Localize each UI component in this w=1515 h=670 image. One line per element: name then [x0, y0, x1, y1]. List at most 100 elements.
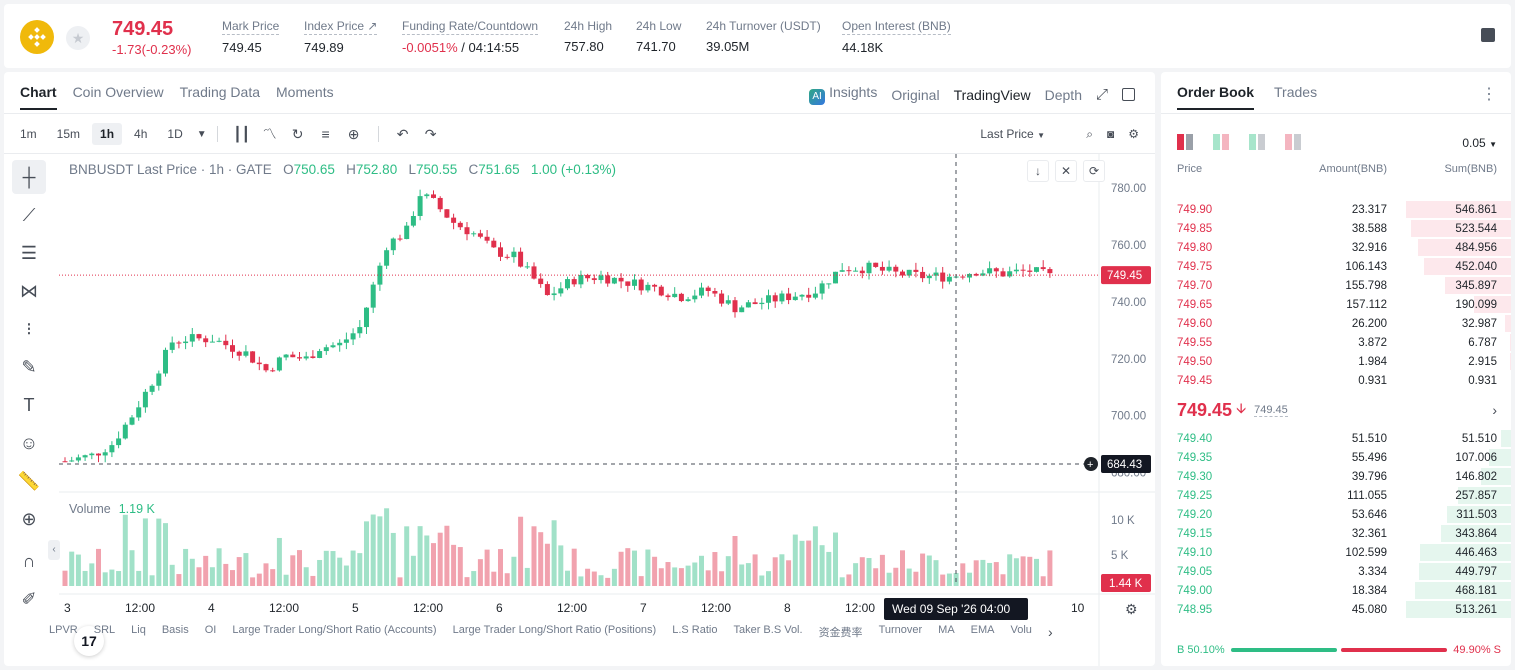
mid-price-row[interactable]: 749.45 🡫 749.45 › [1177, 398, 1497, 422]
tab-tradingview[interactable]: TradingView [953, 86, 1031, 103]
indicator-item[interactable]: OI [204, 624, 217, 636]
timeframe-1h[interactable]: 1h [92, 123, 123, 145]
brush-tool-icon[interactable]: ✎ [21, 356, 37, 377]
price-cell: 748.95 [1177, 603, 1213, 616]
volume-bar [913, 571, 919, 586]
timeframe-1m[interactable]: 1m [20, 127, 37, 141]
pattern-tool-icon[interactable]: ⋈ [20, 280, 38, 301]
oi-label[interactable]: Open Interest (BNB) [842, 19, 951, 35]
add-indicator-icon[interactable]: ⊕ [347, 125, 360, 142]
indicators-icon[interactable]: 〽 [262, 126, 277, 142]
scroll-down-icon[interactable]: ↓ [1027, 160, 1049, 182]
tab-original[interactable]: Original [891, 86, 940, 103]
window-icon[interactable] [1122, 88, 1135, 101]
tab-order-book[interactable]: Order Book [1177, 84, 1255, 110]
zoom-tool-icon[interactable]: ⊕ [21, 508, 37, 529]
search-icon[interactable]: ⌕ [1086, 126, 1093, 141]
collapse-icon[interactable]: ✕ [1055, 160, 1077, 182]
text-tool-icon[interactable]: T [23, 394, 35, 415]
mode-asks-icon[interactable] [1285, 134, 1301, 150]
tick-size-select[interactable]: 0.05 ▼ [1462, 136, 1497, 150]
tab-chart[interactable]: Chart [20, 84, 57, 110]
funding-label[interactable]: Funding Rate/Countdown [402, 19, 539, 35]
indicator-item[interactable]: Large Trader Long/Short Ratio (Positions… [452, 624, 657, 636]
pencil-lock-icon[interactable]: ✐ [21, 588, 37, 609]
timeframe-dropdown-icon[interactable]: ▼ [196, 128, 207, 140]
tab-moments[interactable]: Moments [276, 84, 334, 100]
book-icon[interactable] [1481, 28, 1495, 42]
tab-trades[interactable]: Trades [1274, 84, 1318, 100]
mark-price-label[interactable]: Mark Price [222, 19, 280, 35]
expand-icon[interactable]: ⤢ [1095, 86, 1108, 103]
price-source-select[interactable]: Last Price ▼ [980, 127, 1045, 141]
timeframe-4h[interactable]: 4h [134, 127, 148, 141]
ask-row[interactable]: 749.70 155.798 345.897 [1161, 276, 1511, 295]
prediction-tool-icon[interactable]: ⁝ [26, 318, 32, 339]
mode-bids-icon[interactable] [1249, 134, 1265, 150]
bid-row[interactable]: 749.20 53.646 311.503 [1161, 505, 1511, 524]
indicator-item[interactable]: Liq [131, 624, 146, 636]
bid-row[interactable]: 749.35 55.496 107.006 [1161, 448, 1511, 467]
ask-row[interactable]: 749.80 32.916 484.956 [1161, 238, 1511, 257]
undo-icon[interactable]: ↶ [396, 125, 409, 142]
indicator-item[interactable]: Turnover [878, 624, 923, 636]
bid-row[interactable]: 749.40 51.510 51.510 [1161, 429, 1511, 448]
emoji-tool-icon[interactable]: ☺ [19, 432, 39, 453]
magnet-tool-icon[interactable]: ∩ [22, 550, 36, 571]
favorite-star-icon[interactable]: ★ [66, 26, 90, 50]
indicator-item[interactable]: L.S Ratio [672, 624, 718, 636]
bid-row[interactable]: 749.15 32.361 343.864 [1161, 524, 1511, 543]
index-price-label[interactable]: Index Price ↗ [304, 19, 378, 35]
camera-icon[interactable]: ◙ [1106, 126, 1115, 141]
ask-row[interactable]: 749.45 0.931 0.931 [1161, 371, 1511, 390]
ask-row[interactable]: 749.65 157.112 190.099 [1161, 295, 1511, 314]
indicator-item[interactable]: Large Trader Long/Short Ratio (Accounts) [232, 624, 437, 636]
replay-icon[interactable]: ↻ [291, 125, 304, 142]
bid-row[interactable]: 749.25 111.055 257.857 [1161, 486, 1511, 505]
ask-row[interactable]: 749.50 1.984 2.915 [1161, 352, 1511, 371]
redo-icon[interactable]: ↷ [424, 125, 437, 142]
fib-tool-icon[interactable]: ☰ [20, 242, 38, 263]
bid-row[interactable]: 748.95 45.080 513.261 [1161, 600, 1511, 619]
tab-insights[interactable]: AI Insights [809, 84, 877, 105]
candle-type-icon[interactable]: ┃┃ [233, 125, 251, 142]
trendline-tool-icon[interactable]: ⟋ [22, 204, 36, 225]
bid-row[interactable]: 749.05 3.334 449.797 [1161, 562, 1511, 581]
volume-bar [410, 555, 416, 586]
indicator-item[interactable]: 资金费率 [818, 627, 863, 639]
tradingview-logo[interactable]: 17 [74, 626, 104, 656]
bid-row[interactable]: 749.10 102.599 446.463 [1161, 543, 1511, 562]
indicator-item[interactable]: EMA [970, 624, 995, 636]
ask-row[interactable]: 749.85 38.588 523.544 [1161, 219, 1511, 238]
more-options-icon[interactable]: ⋮ [1481, 86, 1497, 103]
refresh-icon[interactable]: ⟳ [1083, 160, 1105, 182]
ask-row[interactable]: 749.60 26.200 32.987 [1161, 314, 1511, 333]
tab-coin-overview[interactable]: Coin Overview [72, 84, 164, 100]
timeframe-15m[interactable]: 15m [56, 127, 81, 141]
ask-row[interactable]: 749.90 23.317 546.861 [1161, 200, 1511, 219]
candlestick-chart[interactable]: 780.00 760.00 740.00 720.00 700.00 680.00 10 K… [59, 154, 1155, 666]
timeframe-1d[interactable]: 1D [167, 127, 183, 141]
indicator-item[interactable]: Basis [161, 624, 189, 636]
indicator-item[interactable]: LPVR [49, 624, 78, 636]
indicator-item[interactable]: SRL [93, 624, 116, 636]
indicator-item[interactable]: MA [938, 624, 955, 636]
chevron-right-icon[interactable]: › [1047, 624, 1053, 640]
tab-depth[interactable]: Depth [1044, 86, 1082, 103]
chevron-right-icon[interactable]: › [1492, 402, 1497, 418]
tab-trading-data[interactable]: Trading Data [179, 84, 261, 100]
indicator-item[interactable]: Taker B.S Vol. [733, 624, 803, 636]
templates-icon[interactable]: ≡ [321, 126, 330, 142]
crosshair-tool-icon[interactable]: ┼ [12, 160, 46, 194]
ask-row[interactable]: 749.55 3.872 6.787 [1161, 333, 1511, 352]
ruler-tool-icon[interactable]: 📏 [17, 470, 41, 491]
bid-row[interactable]: 749.30 39.796 146.802 [1161, 467, 1511, 486]
mode-both-alt-icon[interactable] [1213, 134, 1229, 150]
mode-both-icon[interactable] [1177, 134, 1193, 150]
collapse-toolbar-icon[interactable]: ‹ [48, 540, 60, 560]
ask-row[interactable]: 749.75 106.143 452.040 [1161, 257, 1511, 276]
bid-row[interactable]: 749.00 18.384 468.181 [1161, 581, 1511, 600]
gear-icon[interactable]: ⚙ [1128, 126, 1139, 141]
indicator-item[interactable]: Volu [1010, 624, 1032, 636]
